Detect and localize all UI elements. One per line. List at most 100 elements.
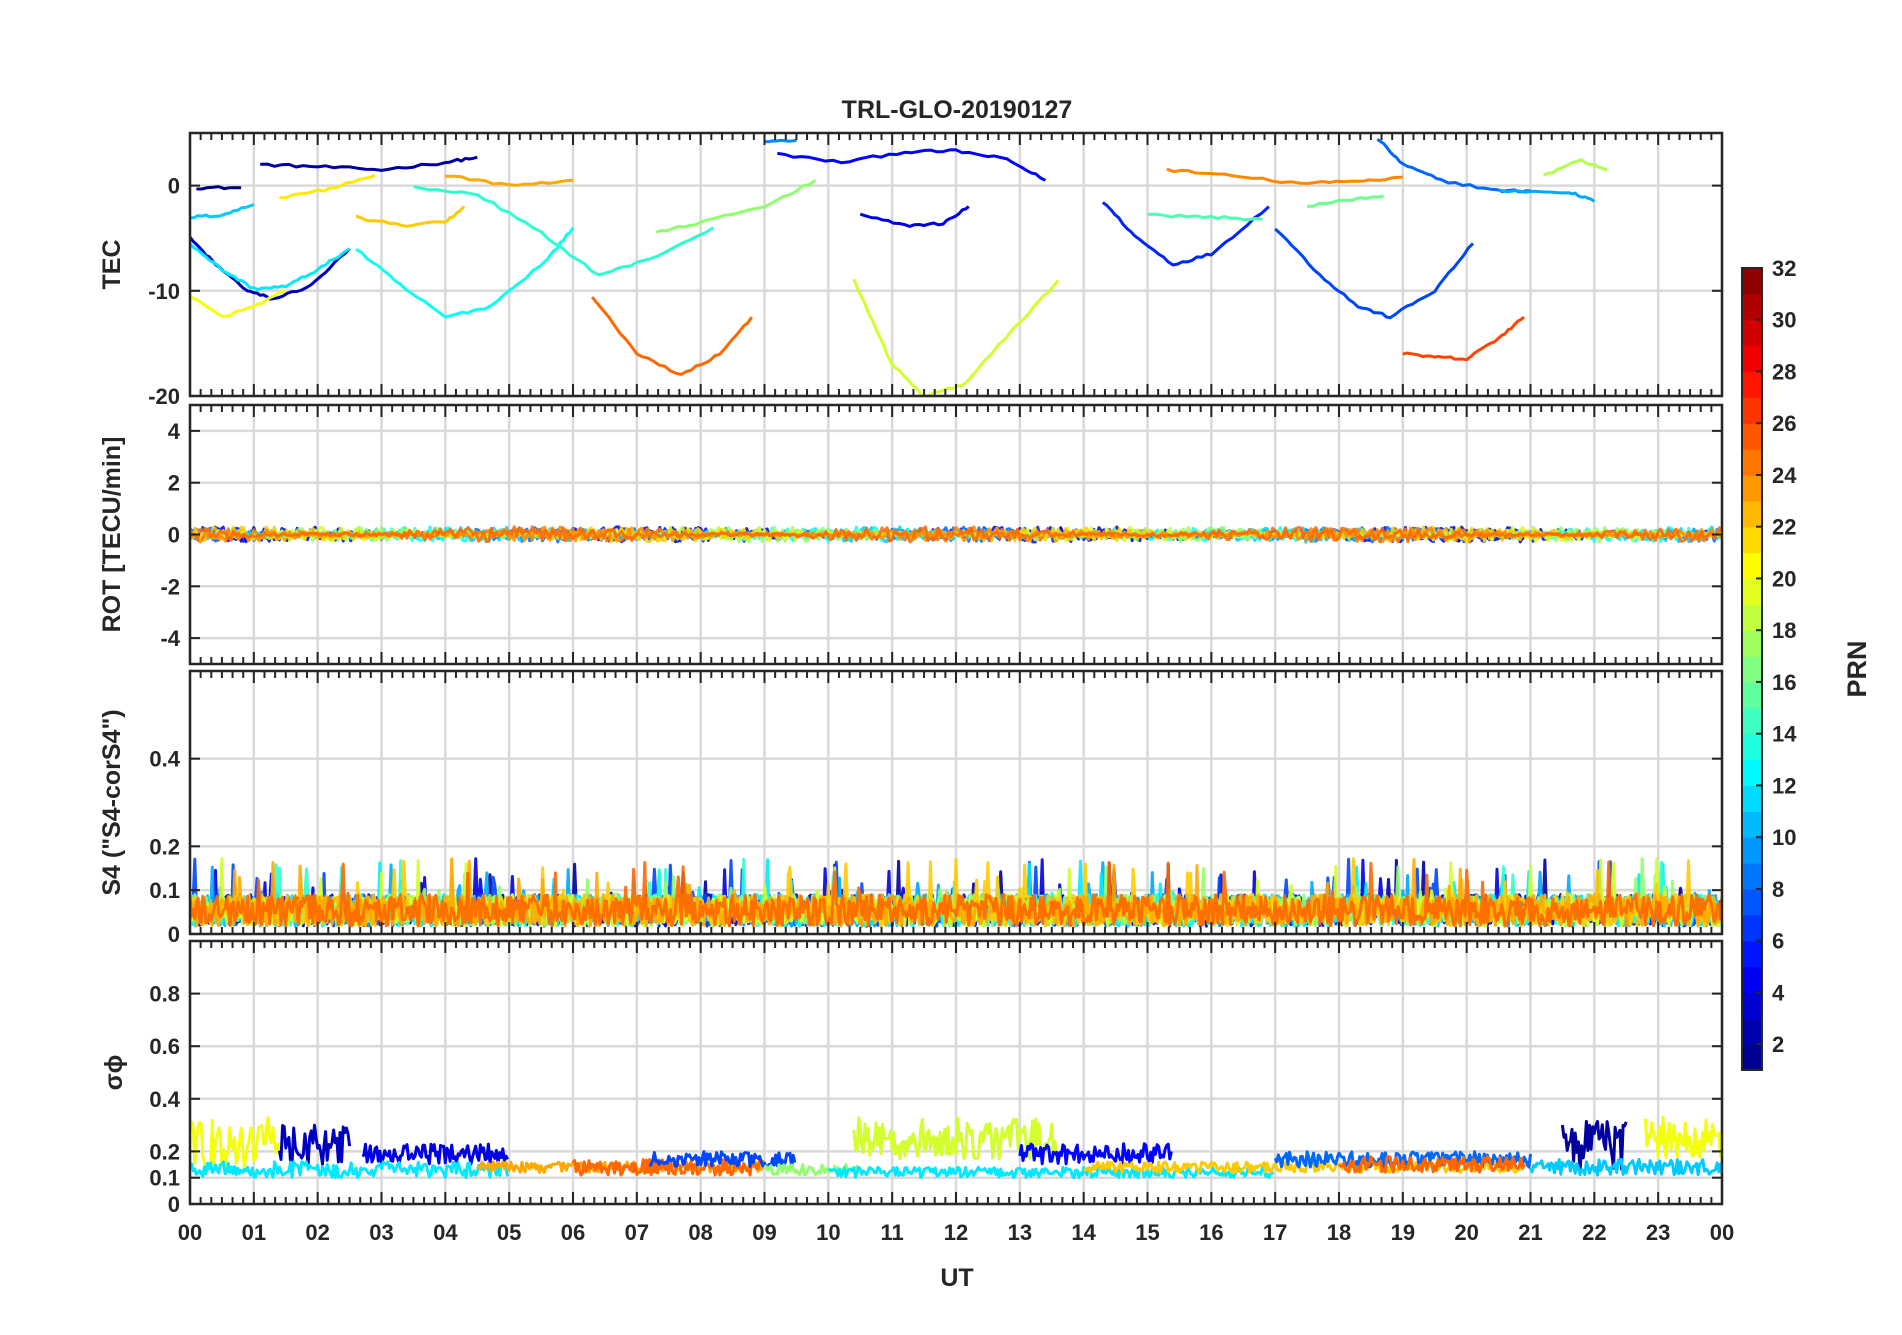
ytick-label-s4: 0.1: [149, 878, 180, 903]
ytick-label-s4: 0: [168, 922, 180, 947]
tec-trace-prn-14: [413, 185, 715, 277]
ytick-label-sigma: 0.1: [149, 1166, 180, 1191]
tec-trace-prn-4: [859, 205, 970, 228]
panel-sigma: 0.8 0.6 0.4 0.20.10 σϕ: [100, 939, 1724, 1217]
colorbar-tick-label: 4: [1772, 980, 1785, 1005]
xtick-label: 14: [1071, 1220, 1096, 1245]
tec-trace-prn-15: [1147, 212, 1263, 222]
xtick-label: 16: [1199, 1220, 1223, 1245]
sigma-trace-prn-20: [190, 1116, 281, 1172]
colorbar-tick-label: 10: [1772, 825, 1796, 850]
tec-trace-prn-17: [655, 179, 817, 234]
xtick-label: 00: [178, 1220, 202, 1245]
tec-trace-prn-3: [190, 236, 351, 301]
colorbar-label: PRN: [1842, 640, 1872, 697]
colorbar-tick-label: 28: [1772, 359, 1796, 384]
ytick-label-rot: 4: [168, 419, 181, 444]
colorbar-tick-label: 26: [1772, 411, 1796, 436]
xtick-label: 10: [816, 1220, 840, 1245]
tec-trace-prn-9: [764, 138, 797, 144]
ytick-label-tec: -20: [148, 384, 180, 409]
tec-trace-prn-13: [355, 226, 575, 319]
tec-trace-prn-21: [279, 173, 376, 200]
tec-trace-prn-20: [190, 289, 287, 318]
data-tec: [190, 137, 1608, 396]
panel-s4: 0.4 0.2 0.1 0 S4 ("S4-corS4"): [98, 669, 1724, 947]
ytick-label-sigma: 0.2: [149, 1139, 180, 1164]
sigma-trace-prn-11: [1529, 1157, 1722, 1177]
xtick-label: 22: [1582, 1220, 1606, 1245]
tec-trace-prn-25: [591, 296, 753, 376]
x-axis: 00 01 02 03 04 05 06 07 08 09 10 11 12 13 14 15 16 17 18 19…: [178, 1220, 1734, 1245]
sigma-trace-prn-25: [1338, 1155, 1526, 1174]
xtick-label: 04: [433, 1220, 458, 1245]
xtick-label: 02: [305, 1220, 329, 1245]
xtick-label: 18: [1327, 1220, 1351, 1245]
xtick-label: 23: [1646, 1220, 1670, 1245]
xtick-label: 20: [1454, 1220, 1478, 1245]
sigma-trace-prn-20: [1643, 1115, 1722, 1159]
tec-trace-prn-18: [1542, 158, 1608, 177]
ylabel-sigma: σϕ: [100, 1055, 128, 1091]
tec-trace-prn-23: [445, 174, 574, 187]
colorbar-tick-label: 24: [1772, 463, 1797, 488]
data-sigma: [190, 1115, 1722, 1180]
ytick-label-s4: 0.2: [149, 834, 180, 859]
s4-trace-prn-25: [190, 860, 1722, 928]
xtick-label: 08: [688, 1220, 712, 1245]
tec-trace-prn-11: [190, 203, 255, 220]
ytick-label-rot: -2: [160, 574, 180, 599]
ylabel-s4: S4 ("S4-corS4"): [98, 709, 126, 895]
colorbar-tick-label: 16: [1772, 670, 1796, 695]
colorbar-tick-label: 2: [1772, 1032, 1784, 1057]
chart-title: TRL-GLO-20190127: [842, 96, 1073, 124]
data-rot: [190, 525, 1722, 544]
xtick-label: 07: [625, 1220, 649, 1245]
colorbar-tick-label: 18: [1772, 618, 1796, 643]
colorbar-tick-label: 14: [1772, 722, 1797, 747]
ytick-label-sigma: 0.6: [149, 1034, 180, 1059]
colorbar-tick-label: 30: [1772, 308, 1796, 333]
panel-tec: 0 -10 -20 TEC: [98, 131, 1724, 409]
xtick-label: 12: [944, 1220, 968, 1245]
ytick-label-s4: 0.4: [149, 747, 180, 772]
xtick-label: 17: [1263, 1220, 1287, 1245]
ytick-label-tec: -10: [148, 279, 180, 304]
sigma-trace-prn-5: [1018, 1142, 1173, 1166]
tec-trace-prn-7: [1274, 227, 1475, 320]
xtick-label: 19: [1391, 1220, 1415, 1245]
tec-trace-prn-1: [196, 185, 242, 191]
tec-trace-prn-2: [260, 155, 478, 172]
colorbar-tick-label: 6: [1772, 929, 1784, 954]
sigma-trace-prn-2: [1560, 1119, 1628, 1174]
xtick-label: 15: [1135, 1220, 1159, 1245]
xtick-label: 03: [369, 1220, 393, 1245]
ylabel-rot: ROT [TECU/min]: [98, 437, 126, 633]
tec-trace-prn-10: [1498, 188, 1596, 203]
sigma-trace-prn-4: [361, 1142, 509, 1166]
ytick-label-tec: 0: [168, 174, 180, 199]
colorbar-tick-label: 8: [1772, 877, 1784, 902]
xtick-label: 11: [881, 1220, 904, 1245]
ytick-label-sigma: 0: [168, 1192, 180, 1217]
xtick-label: 05: [497, 1220, 521, 1245]
ytick-label-sigma: 0.4: [149, 1087, 180, 1112]
panel-rot: 4 2 0 -2 -4 ROT [TECU/min]: [98, 403, 1724, 666]
xtick-label: 09: [752, 1220, 776, 1245]
tec-trace-prn-19: [852, 278, 1060, 396]
colorbar-tick-label: 22: [1772, 515, 1796, 540]
ytick-label-rot: 0: [168, 523, 180, 548]
tec-trace-prn-12: [190, 242, 351, 291]
tec-trace-prn-6: [1101, 201, 1270, 267]
ytick-label-rot: 2: [168, 471, 180, 496]
colorbar: 32 30 28 26 24 22 20 18 16 14 12 10 8 6 4 2 PRN: [1741, 256, 1872, 1071]
tec-trace-prn-22: [355, 205, 466, 228]
sigma-trace-prn-12: [190, 1160, 510, 1180]
x-axis-label: UT: [940, 1264, 973, 1292]
sigma-trace-prn-19: [852, 1116, 1058, 1161]
ytick-label-sigma: 0.8: [149, 982, 180, 1007]
colorbar-tick-label: 12: [1772, 773, 1796, 798]
xtick-label: 21: [1518, 1220, 1542, 1245]
